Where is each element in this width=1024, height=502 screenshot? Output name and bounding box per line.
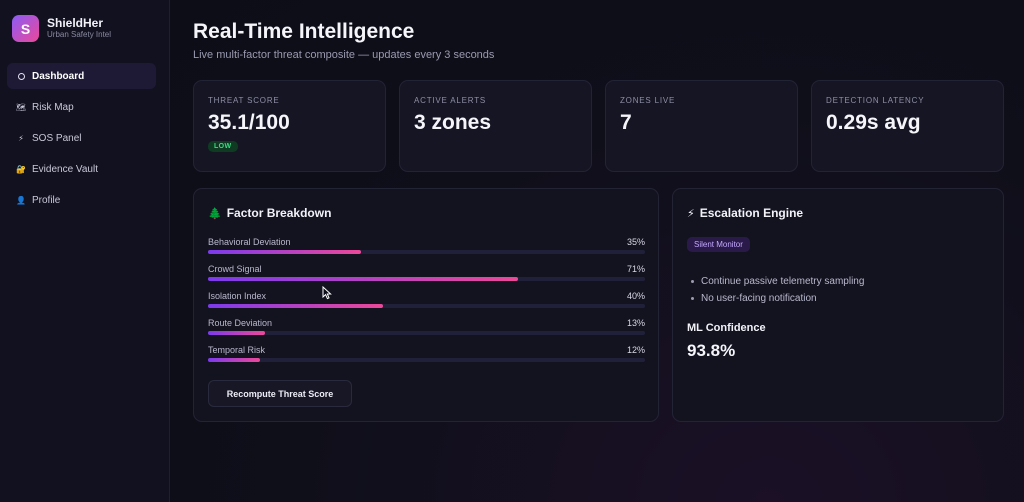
sidebar-item-risk-map[interactable]: 🗺 Risk Map bbox=[7, 94, 156, 120]
factor-percent: 12% bbox=[626, 345, 645, 355]
ml-confidence-value: 93.8% bbox=[687, 341, 736, 360]
lightning-icon: ⚡ bbox=[18, 133, 24, 143]
sidebar-nav: Dashboard 🗺 Risk Map ⚡ SOS Panel 🔐 Evide… bbox=[0, 63, 169, 213]
person-icon: 👤 bbox=[16, 195, 26, 205]
status-badge: Silent Monitor bbox=[687, 237, 750, 252]
stat-card-zones-live: ZONES LIVE 7 bbox=[605, 80, 798, 172]
factor-label: Isolation Index bbox=[208, 291, 267, 301]
factor-bar-track bbox=[208, 358, 645, 362]
stat-label: ZONES LIVE bbox=[620, 96, 676, 105]
factor-row: Isolation Index 40% bbox=[208, 291, 645, 313]
list-item: No user-facing notification bbox=[691, 290, 864, 307]
bullet-icon bbox=[691, 297, 694, 300]
panel-title-text: Escalation Engine bbox=[699, 206, 804, 220]
stat-value: 0.29s avg bbox=[826, 111, 921, 134]
page-subtitle: Live multi-factor threat composite — upd… bbox=[193, 49, 495, 61]
factor-percent: 35% bbox=[626, 237, 645, 247]
stat-value: 3 zones bbox=[414, 111, 492, 134]
list-item: Continue passive telemetry sampling bbox=[691, 273, 864, 290]
factor-percent: 13% bbox=[626, 318, 645, 328]
ml-confidence-label: ML Confidence bbox=[687, 322, 766, 334]
sidebar-item-label: SOS Panel bbox=[32, 132, 82, 144]
brand[interactable]: S ShieldHer Urban Safety Intel bbox=[0, 0, 169, 42]
factor-percent: 40% bbox=[626, 291, 645, 301]
sidebar-item-profile[interactable]: 👤 Profile bbox=[7, 187, 156, 213]
brand-text: ShieldHer Urban Safety Intel bbox=[47, 17, 111, 40]
panel-title: ⚡ Escalation Engine bbox=[687, 206, 803, 220]
main-content: Real-Time Intelligence Live multi-factor… bbox=[171, 0, 1024, 502]
factor-label: Temporal Risk bbox=[208, 345, 266, 355]
stat-label: THREAT SCORE bbox=[208, 96, 280, 105]
factor-label: Behavioral Deviation bbox=[208, 237, 291, 247]
lightning-icon: ⚡ bbox=[687, 207, 695, 220]
logo-icon: S bbox=[12, 15, 39, 42]
lock-icon: 🔐 bbox=[16, 164, 26, 174]
factor-row: Route Deviation 13% bbox=[208, 318, 645, 340]
sidebar-item-label: Evidence Vault bbox=[32, 163, 98, 175]
factor-breakdown-panel: 🌲 Factor Breakdown Behavioral Deviation … bbox=[193, 188, 659, 422]
factor-bar-fill bbox=[208, 331, 265, 335]
sidebar-item-label: Risk Map bbox=[32, 101, 74, 113]
factor-bar-fill bbox=[208, 304, 383, 308]
map-icon: 🗺 bbox=[15, 102, 27, 112]
sidebar-item-sos-panel[interactable]: ⚡ SOS Panel bbox=[7, 125, 156, 151]
stat-card-active-alerts: ACTIVE ALERTS 3 zones bbox=[399, 80, 592, 172]
sidebar-item-evidence-vault[interactable]: 🔐 Evidence Vault bbox=[7, 156, 156, 182]
stat-value: 35.1/100 bbox=[208, 111, 290, 134]
list-item-text: Continue passive telemetry sampling bbox=[701, 276, 865, 287]
factor-row: Temporal Risk 12% bbox=[208, 345, 645, 367]
brand-name: ShieldHer bbox=[47, 16, 104, 30]
sidebar: S ShieldHer Urban Safety Intel Dashboard… bbox=[0, 0, 170, 502]
recompute-threat-score-button[interactable]: Recompute Threat Score bbox=[208, 380, 352, 407]
bullet-icon bbox=[691, 280, 694, 283]
circle-icon bbox=[16, 72, 26, 80]
stat-card-detection-latency: DETECTION LATENCY 0.29s avg bbox=[811, 80, 1004, 172]
panel-title: 🌲 Factor Breakdown bbox=[208, 206, 331, 220]
factor-bar-track bbox=[208, 277, 645, 281]
sidebar-item-label: Profile bbox=[32, 194, 61, 206]
stat-label: DETECTION LATENCY bbox=[826, 96, 925, 105]
factor-bar-fill bbox=[208, 358, 261, 362]
list-item-text: No user-facing notification bbox=[701, 293, 817, 304]
factor-bar-track bbox=[208, 250, 645, 254]
sidebar-item-label: Dashboard bbox=[32, 70, 85, 82]
factor-percent: 71% bbox=[626, 264, 645, 274]
factor-bar-fill bbox=[208, 250, 361, 254]
stat-value: 7 bbox=[620, 111, 632, 134]
escalation-actions: Continue passive telemetry sampling No u… bbox=[691, 273, 864, 307]
factor-label: Route Deviation bbox=[208, 318, 273, 328]
mouse-cursor-icon bbox=[322, 286, 332, 300]
tree-icon: 🌲 bbox=[208, 207, 222, 220]
factor-bar-track bbox=[208, 331, 645, 335]
factor-bar-track bbox=[208, 304, 645, 308]
brand-subtitle: Urban Safety Intel bbox=[47, 30, 112, 39]
factor-label: Crowd Signal bbox=[208, 264, 262, 274]
page-title: Real-Time Intelligence bbox=[193, 20, 415, 43]
factor-row: Behavioral Deviation 35% bbox=[208, 237, 645, 259]
stat-label: ACTIVE ALERTS bbox=[414, 96, 487, 105]
status-badge: LOW bbox=[208, 141, 238, 152]
factor-row: Crowd Signal 71% bbox=[208, 264, 645, 286]
factor-bar-fill bbox=[208, 277, 519, 281]
sidebar-item-dashboard[interactable]: Dashboard bbox=[7, 63, 156, 89]
stat-card-threat-score: THREAT SCORE 35.1/100 LOW bbox=[193, 80, 386, 172]
escalation-engine-panel: ⚡ Escalation Engine Silent Monitor Conti… bbox=[672, 188, 1004, 422]
panel-title-text: Factor Breakdown bbox=[226, 206, 332, 220]
